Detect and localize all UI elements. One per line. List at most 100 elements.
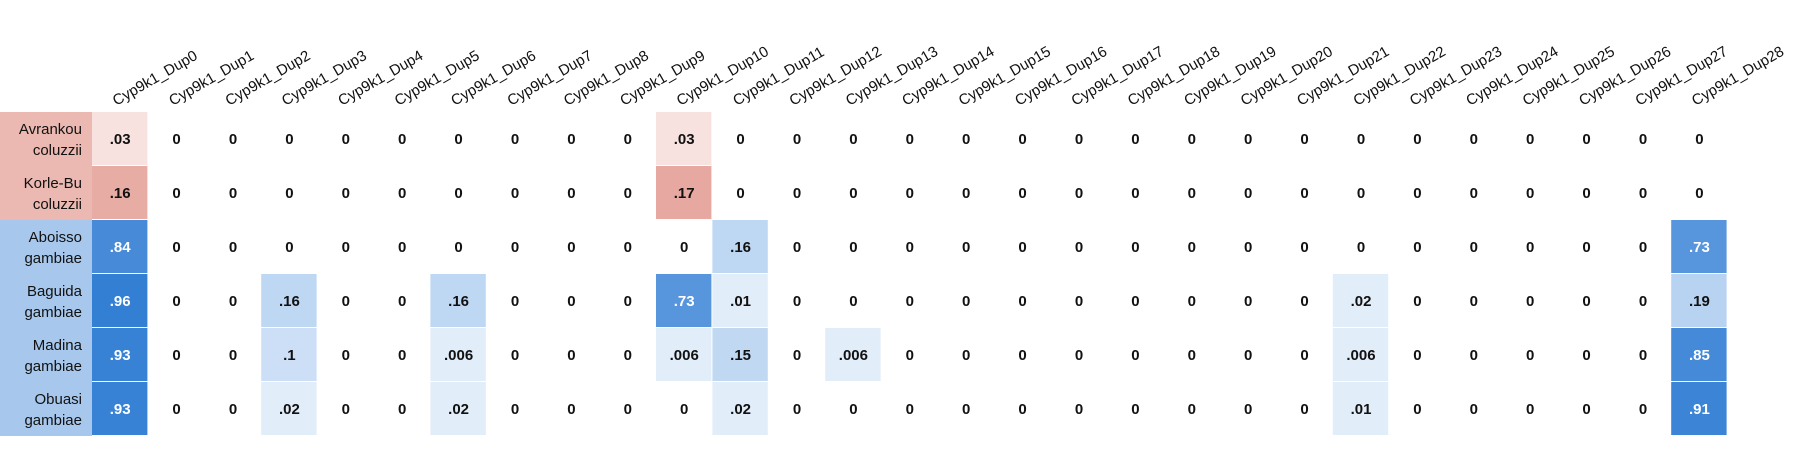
- cell-value-label: 0: [1470, 239, 1478, 256]
- cell-value-label: .91: [1689, 401, 1710, 418]
- heatmap-cell: [656, 112, 712, 165]
- cell-value-label: .19: [1689, 293, 1710, 310]
- cell-value-label: 0: [1188, 401, 1196, 418]
- cell-value-label: 0: [1695, 131, 1703, 148]
- cell-value-label: .15: [730, 347, 751, 364]
- row-label-population: Korle-Bu: [24, 175, 82, 192]
- cell-value-label: 0: [849, 239, 857, 256]
- heatmap-cell: [430, 382, 486, 435]
- heatmap-cell: [1671, 382, 1727, 435]
- heatmap-cell: [261, 328, 317, 381]
- heatmap-cell: [92, 274, 148, 327]
- cell-value-label: 0: [1470, 401, 1478, 418]
- cell-value-label: 0: [624, 347, 632, 364]
- row-label-species: gambiae: [24, 412, 82, 429]
- cell-value-label: 0: [906, 239, 914, 256]
- cell-value-label: 0: [1470, 347, 1478, 364]
- cell-value-label: .17: [674, 185, 695, 202]
- cell-value-label: 0: [229, 293, 237, 310]
- cell-value-label: .73: [674, 293, 695, 310]
- row-label-background: [0, 382, 92, 436]
- heatmap-cell: [92, 382, 148, 435]
- cell-value-label: 0: [1075, 239, 1083, 256]
- cell-value-label: .02: [279, 401, 300, 418]
- cell-value-label: .006: [444, 347, 473, 364]
- cell-value-label: 0: [1357, 185, 1365, 202]
- row-label-background: [0, 274, 92, 328]
- cell-value-label: 0: [1244, 131, 1252, 148]
- cell-value-label: 0: [1582, 401, 1590, 418]
- heatmap-cell: [712, 220, 768, 273]
- heatmap-cell: [825, 328, 881, 381]
- cell-value-label: 0: [567, 293, 575, 310]
- cell-value-label: 0: [172, 347, 180, 364]
- cell-value-label: 0: [1695, 185, 1703, 202]
- heatmap-cell: [1671, 274, 1727, 327]
- row-label-population: Obuasi: [34, 391, 82, 408]
- cell-value-label: 0: [1526, 185, 1534, 202]
- cell-value-label: 0: [1300, 185, 1308, 202]
- cell-value-label: 0: [567, 347, 575, 364]
- cell-value-label: 0: [906, 185, 914, 202]
- cell-value-label: 0: [1131, 347, 1139, 364]
- cell-value-label: .16: [279, 293, 300, 310]
- cell-value-label: 0: [1639, 239, 1647, 256]
- cell-value-label: 0: [1018, 185, 1026, 202]
- cell-value-label: 0: [342, 293, 350, 310]
- cell-value-label: .73: [1689, 239, 1710, 256]
- cell-value-label: .006: [670, 347, 699, 364]
- cell-value-label: 0: [398, 131, 406, 148]
- cell-value-label: 0: [962, 401, 970, 418]
- cell-value-label: 0: [285, 131, 293, 148]
- heatmap-cell: [712, 382, 768, 435]
- column-labels: Cyp9k1_Dup0Cyp9k1_Dup1Cyp9k1_Dup2Cyp9k1_…: [110, 43, 1787, 109]
- row-label-background: [0, 166, 92, 220]
- cell-value-label: 0: [1244, 401, 1252, 418]
- cell-value-label: 0: [342, 185, 350, 202]
- cell-value-label: 0: [793, 185, 801, 202]
- cell-value-label: 0: [1582, 347, 1590, 364]
- cell-value-label: .01: [1351, 401, 1372, 418]
- cell-value-label: 0: [1582, 185, 1590, 202]
- heatmap-cell: [656, 166, 712, 219]
- cell-value-label: 0: [398, 185, 406, 202]
- cell-value-label: 0: [962, 347, 970, 364]
- cell-value-label: 0: [1131, 131, 1139, 148]
- cell-value-label: 0: [736, 131, 744, 148]
- cell-value-label: 0: [1018, 347, 1026, 364]
- cell-value-label: 0: [1018, 293, 1026, 310]
- cell-value-label: 0: [229, 185, 237, 202]
- cell-value-label: 0: [1413, 131, 1421, 148]
- heatmap-cell: [712, 328, 768, 381]
- cell-value-label: 0: [1131, 401, 1139, 418]
- cell-value-label: 0: [1639, 185, 1647, 202]
- cell-value-label: 0: [1413, 185, 1421, 202]
- cell-value-label: 0: [849, 293, 857, 310]
- cell-value-label: 0: [229, 401, 237, 418]
- cell-value-label: 0: [342, 239, 350, 256]
- heatmap-cell: [712, 274, 768, 327]
- cell-value-label: 0: [285, 239, 293, 256]
- heatmap-cell: [656, 328, 712, 381]
- cell-value-label: 0: [567, 185, 575, 202]
- cell-value-label: 0: [1244, 293, 1252, 310]
- cell-value-label: 0: [1639, 401, 1647, 418]
- cell-value-label: 0: [1526, 239, 1534, 256]
- cell-value-label: 0: [1526, 293, 1534, 310]
- row-label-background: [0, 220, 92, 274]
- cell-value-label: 0: [567, 131, 575, 148]
- cell-value-label: 0: [624, 293, 632, 310]
- cell-value-label: 0: [398, 239, 406, 256]
- cell-value-label: 0: [736, 185, 744, 202]
- cell-value-label: 0: [793, 347, 801, 364]
- heatmap-cell: [430, 274, 486, 327]
- cell-value-label: 0: [172, 293, 180, 310]
- row-label-species: coluzzii: [33, 196, 82, 213]
- cell-value-label: 0: [1413, 239, 1421, 256]
- cell-value-label: 0: [962, 185, 970, 202]
- cell-value-label: 0: [454, 185, 462, 202]
- cell-value-label: 0: [1300, 293, 1308, 310]
- cell-value-label: 0: [1018, 401, 1026, 418]
- cell-value-label: 0: [849, 401, 857, 418]
- cell-value-label: 0: [1131, 293, 1139, 310]
